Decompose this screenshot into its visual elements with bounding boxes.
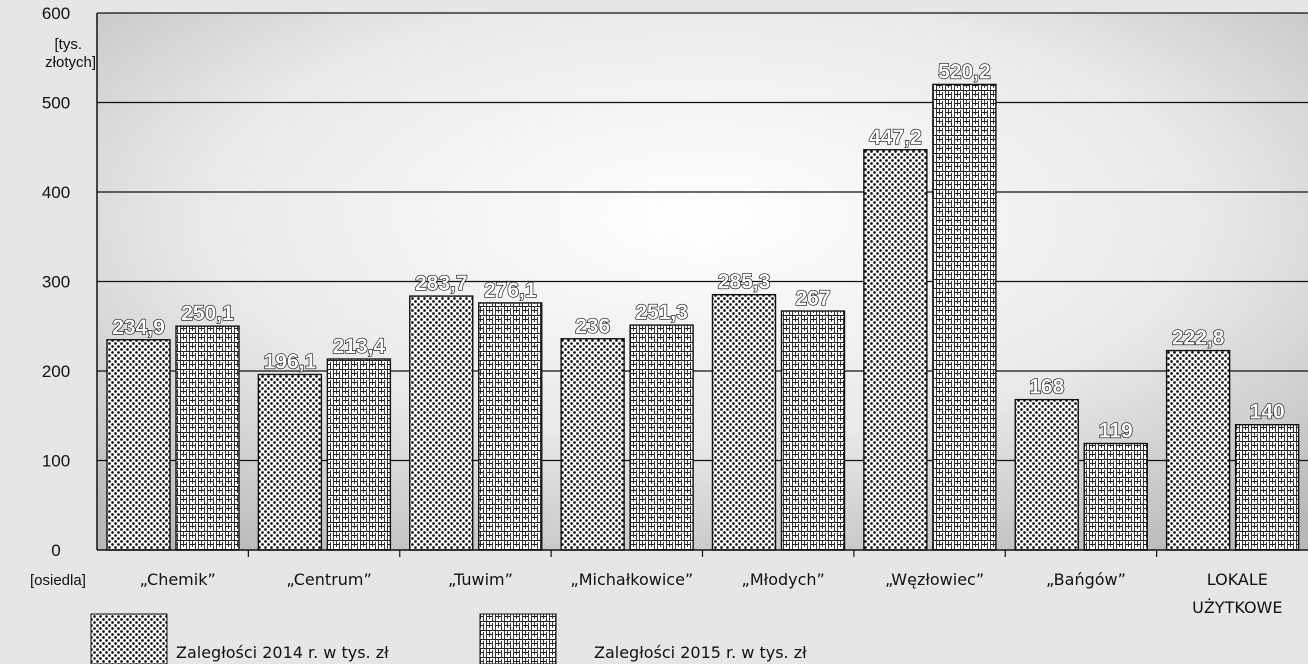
data-label: 140 <box>1250 401 1285 424</box>
y-tick-label: 600 <box>42 4 70 23</box>
data-label: 196,1 <box>264 350 317 373</box>
legend-swatch-2014 <box>90 613 168 664</box>
legend-label-2014: Zaległości 2014 r. w tys. zł <box>176 643 389 662</box>
data-label: 283,7 <box>415 272 468 295</box>
data-label: 234,9 <box>112 316 165 339</box>
y-tick-label: 500 <box>42 94 70 113</box>
data-label: 213,4 <box>333 335 386 358</box>
legend-label-2015: Zaległości 2015 r. w tys. zł <box>594 643 807 662</box>
y-tick-label: 100 <box>42 452 70 471</box>
x-tick-label: „Węzłowiec” <box>885 570 984 589</box>
x-tick-label: „Młodych” <box>742 570 825 589</box>
bars <box>106 83 1300 551</box>
x-tick-label: „Tuwim” <box>448 570 513 589</box>
x-tick-label: „Centrum” <box>286 570 371 589</box>
data-label: 250,1 <box>181 302 234 325</box>
x-axis-ticks: „Chemik” „Centrum” „Tuwim” „Michałkowice” „M… <box>140 550 1282 617</box>
y-axis-label: [tys. <box>54 36 82 53</box>
y-axis-ticks: 0 100 200 300 400 500 600 <box>42 4 70 560</box>
bar-2015 <box>932 83 997 551</box>
data-label: 222,8 <box>1172 327 1225 350</box>
bar-2014 <box>409 295 474 551</box>
bar-2014 <box>1165 349 1231 551</box>
bar-2014 <box>106 339 171 551</box>
data-label: 276,1 <box>484 279 537 302</box>
data-label: 119 <box>1099 419 1133 442</box>
data-label: 267 <box>795 287 830 310</box>
bar-2014 <box>711 293 777 551</box>
bar-2014 <box>560 338 625 551</box>
x-tick-label: „Bańgów” <box>1046 570 1126 589</box>
bar-2014 <box>863 149 928 551</box>
data-label: 520,2 <box>938 60 991 83</box>
bar-2015 <box>478 302 543 551</box>
y-axis-label-line2: złotych] <box>45 54 96 71</box>
data-label: 447,2 <box>869 126 922 149</box>
x-tick-label: „Chemik” <box>140 570 216 589</box>
data-labels: 234,9 250,1 196,1 213,4 283,7 276,1 236 251,3 28… <box>112 60 1286 443</box>
bar-2015 <box>629 324 694 551</box>
bar-2014 <box>257 373 323 551</box>
bar-2015 <box>175 325 240 551</box>
bar-2015 <box>326 358 392 551</box>
legend: Zaległości 2014 r. w tys. zł Zaległości … <box>90 613 807 664</box>
y-tick-label: 0 <box>51 541 60 560</box>
x-tick-label: LOKALE <box>1207 570 1268 589</box>
x-tick-label-line2: UŻYTKOWE <box>1192 598 1282 617</box>
x-axis-label: [osiedla] <box>30 572 86 589</box>
bar-2015 <box>780 310 846 551</box>
bar-2015 <box>1083 442 1148 551</box>
y-tick-label: 300 <box>42 273 70 292</box>
data-label: 251,3 <box>635 301 688 324</box>
bar-2014 <box>1014 398 1079 551</box>
bar-2015 <box>1234 424 1300 551</box>
legend-swatch-2015 <box>479 613 557 664</box>
data-label: 236 <box>575 315 610 338</box>
data-label: 285,3 <box>718 271 771 294</box>
x-tick-label: „Michałkowice” <box>570 570 693 589</box>
data-label: 168 <box>1029 376 1064 399</box>
y-tick-label: 400 <box>42 183 70 202</box>
y-tick-label: 200 <box>42 362 70 381</box>
